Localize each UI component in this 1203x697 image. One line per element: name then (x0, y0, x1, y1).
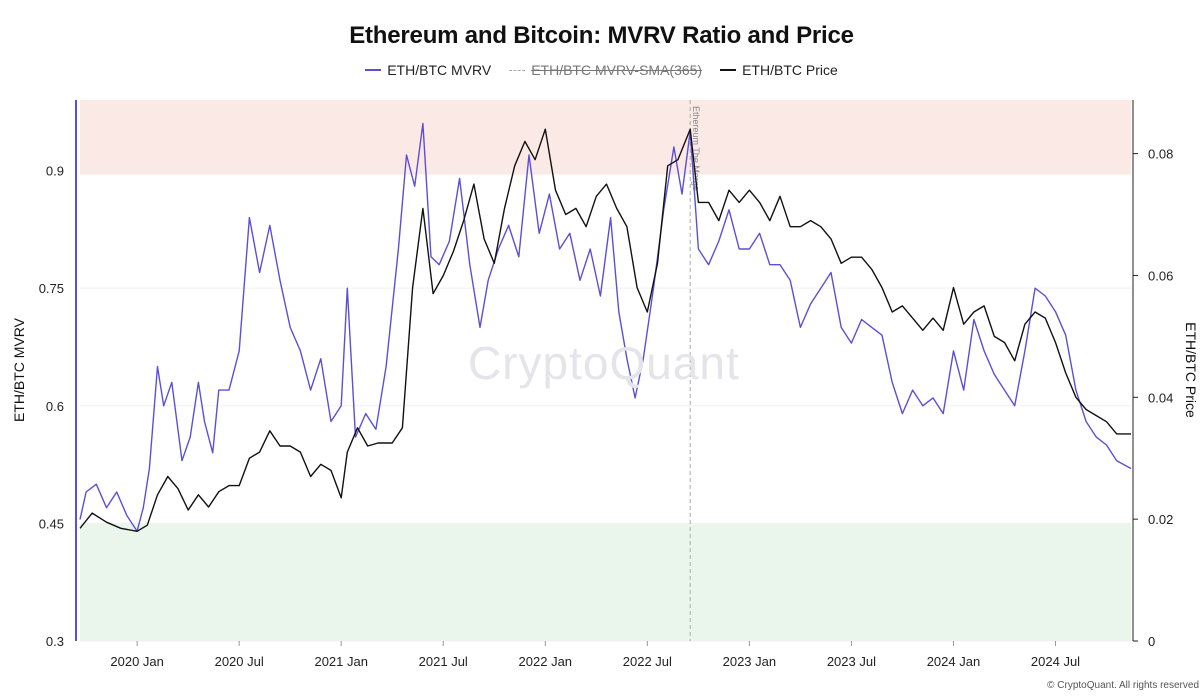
series-line-mvrv (79, 122, 1132, 532)
legend-item-mvrv-sma[interactable]: ETH/BTC MVRV-SMA(365) (509, 62, 702, 78)
legend-label-mvrv-sma: ETH/BTC MVRV-SMA(365) (531, 62, 703, 78)
grid-layer (80, 170, 1131, 642)
x-tick-label: 2021 Jul (419, 654, 468, 669)
y-tick-right-label: 0.04 (1148, 390, 1173, 405)
legend-swatch-mvrv (365, 69, 382, 71)
y-tick-right-label: 0.06 (1148, 268, 1173, 283)
legend-label-mvrv: ETH/BTC MVRV (387, 62, 492, 78)
chart-legend: ETH/BTC MVRV ETH/BTC MVRV-SMA(365) ETH/B… (0, 62, 1203, 78)
y-axis-left-title: ETH/BTC MVRV (11, 317, 27, 422)
overvalued-zone (80, 100, 1131, 175)
series-line-price (79, 128, 1131, 532)
x-tick-label: 2021 Jan (314, 654, 368, 669)
x-tick-label: 2023 Jan (723, 654, 777, 669)
x-tick-label: 2022 Jan (519, 654, 573, 669)
x-tick-label: 2020 Jan (110, 654, 164, 669)
y-tick-right-label: 0.08 (1148, 147, 1173, 162)
undervalued-zone (80, 523, 1131, 641)
chart-title: Ethereum and Bitcoin: MVRV Ratio and Pri… (349, 22, 854, 49)
y-tick-right-label: 0.02 (1148, 512, 1173, 527)
y-tick-left-label: 0.75 (39, 281, 64, 296)
y-tick-left-label: 0.6 (46, 399, 64, 414)
axes-layer: 0.3 0.45 0.6 0.75 0.9 0 0.02 0.04 0.06 0.08 2020 J… (39, 100, 1173, 669)
x-tick-label: 2024 Jan (927, 654, 981, 669)
y-tick-left-label: 0.3 (46, 634, 64, 649)
series-layer (79, 122, 1132, 532)
x-tick-label: 2024 Jul (1031, 654, 1080, 669)
copyright-text: © CryptoQuant. All rights reserved (1047, 680, 1199, 691)
y-axis-right-title: ETH/BTC Price (1183, 322, 1199, 418)
annotations-layer: Ethereum The Merge (689, 100, 701, 641)
legend-item-mvrv[interactable]: ETH/BTC MVRV (365, 62, 491, 78)
legend-item-price[interactable]: ETH/BTC Price (720, 62, 838, 78)
x-tick-label: 2022 Jul (623, 654, 672, 669)
annotation-label: Ethereum The Merge (691, 106, 701, 191)
watermark: CryptoQuant (468, 337, 740, 389)
x-tick-label: 2023 Jul (827, 654, 876, 669)
bands-layer (80, 100, 1131, 641)
y-tick-left-label: 0.45 (39, 516, 64, 531)
y-tick-right-label: 0 (1148, 634, 1155, 649)
legend-swatch-price (720, 69, 737, 71)
legend-label-price: ETH/BTC Price (742, 62, 838, 78)
legend-swatch-mvrv-sma (509, 69, 526, 71)
x-tick-label: 2020 Jul (215, 654, 264, 669)
y-tick-left-label: 0.9 (46, 164, 64, 179)
